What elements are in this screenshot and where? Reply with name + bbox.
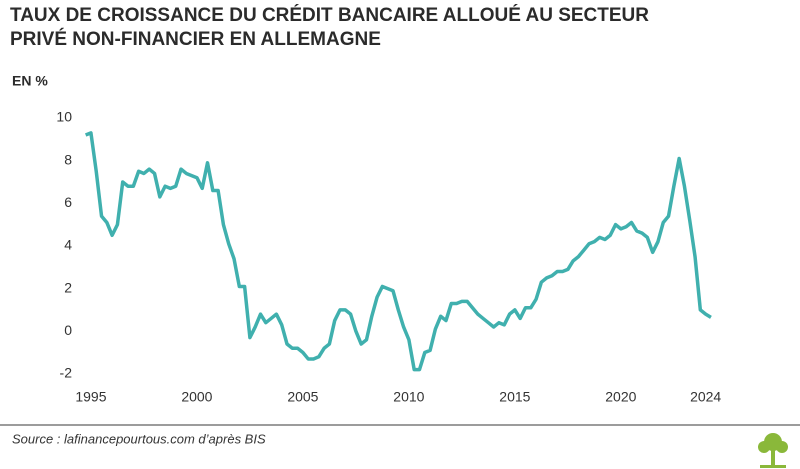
y-axis-label: EN % (12, 73, 48, 89)
title-box: TAUX DE CROISSANCE DU CRÉDIT BANCAIRE AL… (10, 5, 649, 50)
y-tick-label: 2 (64, 279, 72, 295)
x-tick-label: 2020 (605, 389, 636, 405)
series-line (84, 131, 712, 372)
y-tick-label: 4 (64, 237, 72, 253)
x-tick-label: 2000 (181, 389, 212, 405)
y-tick-label: 10 (56, 109, 72, 125)
y-tick-label: 0 (64, 322, 72, 338)
y-tick-label: 8 (64, 151, 72, 167)
x-tick-label: 2010 (393, 389, 424, 405)
x-tick-label: 2015 (499, 389, 530, 405)
logo (758, 433, 788, 468)
chart-title: TAUX DE CROISSANCE DU CRÉDIT BANCAIRE AL… (10, 5, 649, 50)
x-tick-label: 2005 (287, 389, 318, 405)
x-tick-label: 1995 (75, 389, 106, 405)
source: Source : lafinancepourtous.com d’après B… (12, 431, 266, 446)
y-tick-label: -2 (60, 365, 73, 381)
x-tick-label: 2024 (690, 389, 721, 405)
y-tick-label: 6 (64, 194, 72, 210)
